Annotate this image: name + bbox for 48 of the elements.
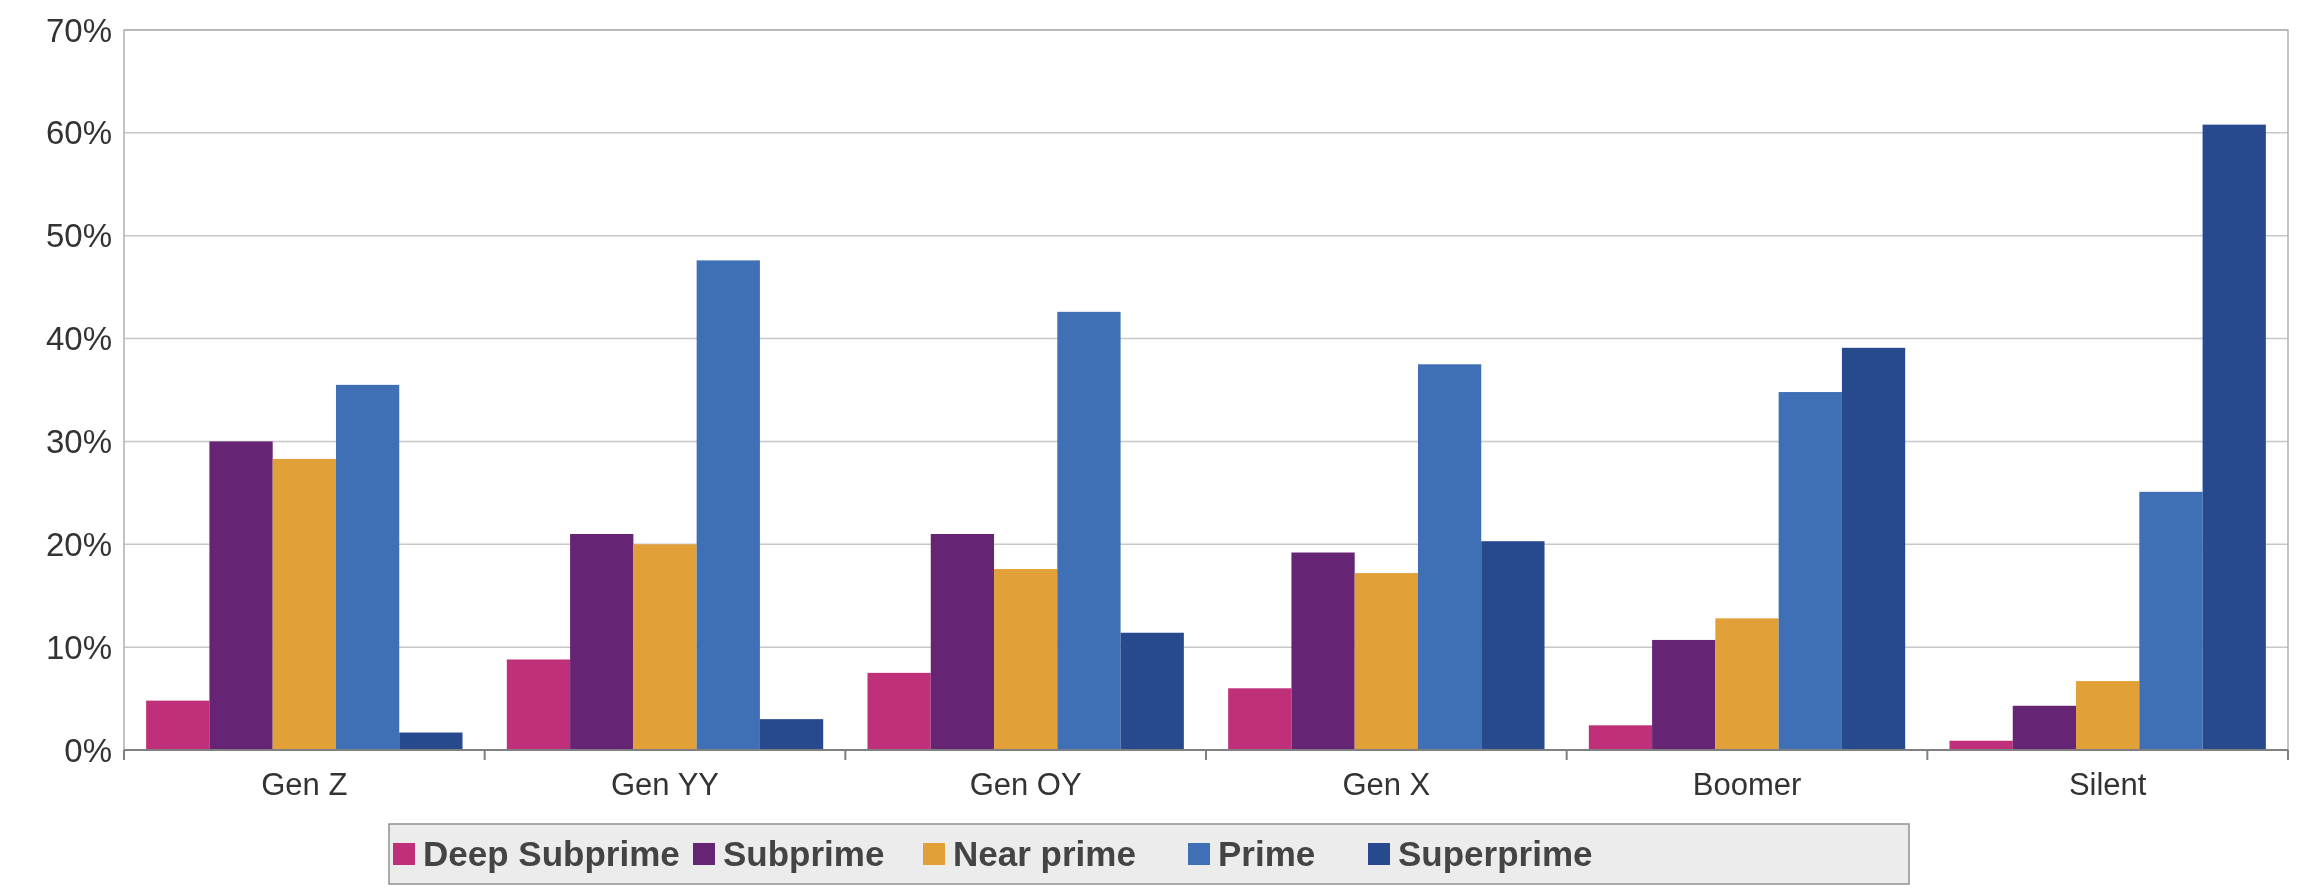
bar bbox=[994, 568, 1058, 750]
x-tick-label: Gen X bbox=[1342, 767, 1431, 802]
y-tick-label: 70% bbox=[45, 11, 112, 49]
bar bbox=[1778, 392, 1842, 750]
bar bbox=[759, 719, 824, 750]
legend-label: Near prime bbox=[953, 834, 1136, 874]
y-tick-label: 40% bbox=[45, 320, 112, 358]
bar bbox=[867, 672, 931, 750]
bar bbox=[1120, 632, 1184, 750]
y-tick-label: 50% bbox=[45, 217, 112, 255]
legend-label: Prime bbox=[1218, 834, 1316, 874]
bar bbox=[2139, 491, 2203, 750]
bar bbox=[570, 534, 634, 750]
bar bbox=[399, 732, 463, 750]
bar bbox=[2012, 705, 2077, 750]
bar bbox=[930, 534, 995, 750]
bar bbox=[1652, 639, 1716, 750]
bar bbox=[2076, 681, 2140, 750]
bar bbox=[2202, 124, 2266, 750]
legend-label: Subprime bbox=[723, 834, 885, 874]
y-tick-label: 60% bbox=[45, 114, 112, 152]
x-tick-label: Boomer bbox=[1692, 767, 1802, 802]
bar bbox=[1291, 552, 1355, 750]
bar bbox=[633, 544, 697, 750]
x-tick-label: Gen OY bbox=[969, 767, 1082, 802]
bar bbox=[209, 441, 273, 750]
y-tick-label: 20% bbox=[45, 525, 112, 563]
bar bbox=[1417, 364, 1482, 750]
y-tick-label: 10% bbox=[45, 628, 112, 666]
x-tick-label: Silent bbox=[2068, 767, 2147, 802]
legend-label: Superprime bbox=[1398, 834, 1593, 874]
y-tick-label: 0% bbox=[64, 731, 112, 769]
bar bbox=[1588, 725, 1653, 750]
bar bbox=[272, 458, 336, 750]
y-tick-label: 30% bbox=[45, 422, 112, 460]
bar bbox=[1354, 573, 1418, 750]
x-tick-label: Gen YY bbox=[610, 767, 720, 802]
legend-label: Deep Subprime bbox=[423, 834, 680, 874]
bar bbox=[1228, 688, 1292, 750]
bar bbox=[1841, 347, 1906, 750]
bar bbox=[1481, 541, 1545, 750]
bar bbox=[1715, 618, 1779, 750]
bar bbox=[696, 260, 760, 750]
bar bbox=[146, 700, 210, 750]
bar bbox=[335, 384, 400, 750]
bar bbox=[506, 659, 571, 750]
x-tick-label: Gen Z bbox=[261, 767, 348, 802]
bar bbox=[1057, 311, 1121, 750]
